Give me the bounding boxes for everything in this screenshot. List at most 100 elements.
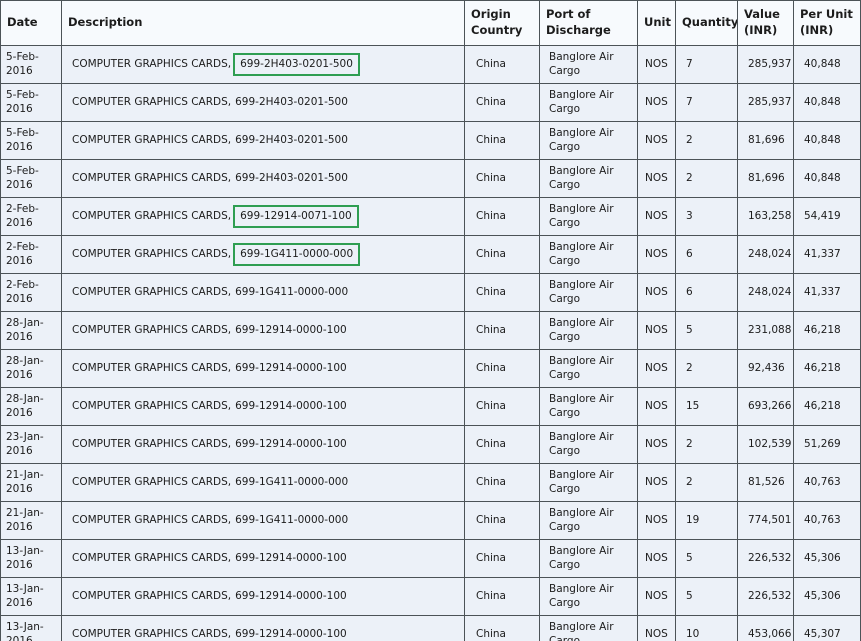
table-row: 21-Jan-2016 COMPUTER GRAPHICS CARDS, 699-…	[0, 501, 861, 540]
table-row: 28-Jan-2016 COMPUTER GRAPHICS CARDS, 699-…	[0, 311, 861, 350]
date-cell: 13-Jan-2016	[0, 577, 62, 616]
description-cell: COMPUTER GRAPHICS CARDS, 699-2H403-0201-5…	[61, 83, 465, 122]
date-cell: 28-Jan-2016	[0, 311, 62, 350]
per-unit-cell: 40,763	[793, 463, 861, 502]
date-cell: 5-Feb-2016	[0, 159, 62, 198]
description-cell: COMPUTER GRAPHICS CARDS, 699-12914-0071-1…	[61, 197, 465, 236]
description-text: COMPUTER GRAPHICS CARDS,	[72, 171, 232, 184]
port-of-discharge-cell: Banglore Air Cargo	[539, 273, 638, 312]
unit-cell: NOS	[637, 311, 676, 350]
description-cell: COMPUTER GRAPHICS CARDS, 699-1G411-0000-0…	[61, 273, 465, 312]
per-unit-cell: 45,306	[793, 539, 861, 578]
unit-cell: NOS	[637, 45, 676, 84]
value-cell: 248,024	[737, 235, 794, 274]
part-number-highlight: 699-1G411-0000-000	[235, 285, 349, 298]
quantity-cell: 6	[675, 273, 738, 312]
quantity-cell: 15	[675, 387, 738, 426]
date-cell: 2-Feb-2016	[0, 273, 62, 312]
description-cell: COMPUTER GRAPHICS CARDS, 699-12914-0000-1…	[61, 577, 465, 616]
date-cell: 23-Jan-2016	[0, 425, 62, 464]
unit-cell: NOS	[637, 349, 676, 388]
per-unit-cell: 45,307	[793, 615, 861, 641]
unit-cell: NOS	[637, 83, 676, 122]
part-number-highlight: 699-2H403-0201-500	[235, 95, 348, 108]
quantity-cell: 2	[675, 425, 738, 464]
description-cell: COMPUTER GRAPHICS CARDS, 699-12914-0000-1…	[61, 425, 465, 464]
origin-country-cell: China	[464, 463, 540, 502]
part-number-highlight: 699-12914-0000-100	[235, 361, 347, 374]
description-text: COMPUTER GRAPHICS CARDS,	[72, 361, 232, 374]
origin-country-cell: China	[464, 615, 540, 641]
description-cell: COMPUTER GRAPHICS CARDS, 699-12914-0000-1…	[61, 615, 465, 641]
origin-country-cell: China	[464, 83, 540, 122]
column-header-value-inr: Value (INR)	[737, 0, 794, 46]
per-unit-cell: 40,848	[793, 159, 861, 198]
part-number-highlight: 699-12914-0000-100	[235, 323, 347, 336]
quantity-cell: 5	[675, 311, 738, 350]
table-row: 2-Feb-2016 COMPUTER GRAPHICS CARDS, 699-1…	[0, 235, 861, 274]
per-unit-cell: 46,218	[793, 311, 861, 350]
unit-cell: NOS	[637, 197, 676, 236]
description-text: COMPUTER GRAPHICS CARDS,	[72, 437, 232, 450]
unit-cell: NOS	[637, 615, 676, 641]
quantity-cell: 5	[675, 577, 738, 616]
quantity-cell: 5	[675, 539, 738, 578]
description-text: COMPUTER GRAPHICS CARDS,	[72, 285, 232, 298]
column-header-unit: Unit	[637, 0, 676, 46]
port-of-discharge-cell: Banglore Air Cargo	[539, 159, 638, 198]
table-row: 5-Feb-2016 COMPUTER GRAPHICS CARDS, 699-2…	[0, 83, 861, 122]
part-number-highlight: 699-12914-0071-100	[233, 204, 359, 229]
table-row: 2-Feb-2016 COMPUTER GRAPHICS CARDS, 699-1…	[0, 273, 861, 312]
description-cell: COMPUTER GRAPHICS CARDS, 699-12914-0000-1…	[61, 539, 465, 578]
value-cell: 226,532	[737, 577, 794, 616]
quantity-cell: 6	[675, 235, 738, 274]
unit-cell: NOS	[637, 539, 676, 578]
description-text: COMPUTER GRAPHICS CARDS,	[72, 589, 232, 602]
table-row: 13-Jan-2016 COMPUTER GRAPHICS CARDS, 699-…	[0, 615, 861, 641]
date-cell: 28-Jan-2016	[0, 387, 62, 426]
table-row: 23-Jan-2016 COMPUTER GRAPHICS CARDS, 699-…	[0, 425, 861, 464]
date-cell: 5-Feb-2016	[0, 83, 62, 122]
description-cell: COMPUTER GRAPHICS CARDS, 699-1G411-0000-0…	[61, 463, 465, 502]
column-header-description: Description	[61, 0, 465, 46]
origin-country-cell: China	[464, 387, 540, 426]
description-text: COMPUTER GRAPHICS CARDS,	[72, 247, 232, 260]
quantity-cell: 2	[675, 121, 738, 160]
value-cell: 774,501	[737, 501, 794, 540]
date-cell: 13-Jan-2016	[0, 539, 62, 578]
unit-cell: NOS	[637, 159, 676, 198]
value-cell: 231,088	[737, 311, 794, 350]
value-cell: 226,532	[737, 539, 794, 578]
table-row: 28-Jan-2016 COMPUTER GRAPHICS CARDS, 699-…	[0, 387, 861, 426]
description-cell: COMPUTER GRAPHICS CARDS, 699-2H403-0201-5…	[61, 159, 465, 198]
origin-country-cell: China	[464, 121, 540, 160]
port-of-discharge-cell: Banglore Air Cargo	[539, 311, 638, 350]
quantity-cell: 2	[675, 349, 738, 388]
table-row: 5-Feb-2016 COMPUTER GRAPHICS CARDS, 699-2…	[0, 45, 861, 84]
description-text: COMPUTER GRAPHICS CARDS,	[72, 513, 232, 526]
port-of-discharge-cell: Banglore Air Cargo	[539, 463, 638, 502]
description-cell: COMPUTER GRAPHICS CARDS, 699-1G411-0000-0…	[61, 235, 465, 274]
description-text: COMPUTER GRAPHICS CARDS,	[72, 323, 232, 336]
table-header-row: Date Description Origin Country Port of …	[0, 0, 861, 46]
description-text: COMPUTER GRAPHICS CARDS,	[72, 551, 232, 564]
description-text: COMPUTER GRAPHICS CARDS,	[72, 133, 232, 146]
table-row: 2-Feb-2016 COMPUTER GRAPHICS CARDS, 699-1…	[0, 197, 861, 236]
part-number-highlight: 699-12914-0000-100	[235, 589, 347, 602]
origin-country-cell: China	[464, 501, 540, 540]
unit-cell: NOS	[637, 387, 676, 426]
origin-country-cell: China	[464, 311, 540, 350]
description-text: COMPUTER GRAPHICS CARDS,	[72, 475, 232, 488]
column-header-port-of-discharge: Port of Discharge	[539, 0, 638, 46]
part-number-highlight: 699-1G411-0000-000	[233, 242, 361, 267]
date-cell: 21-Jan-2016	[0, 501, 62, 540]
per-unit-cell: 46,218	[793, 387, 861, 426]
value-cell: 453,066	[737, 615, 794, 641]
per-unit-cell: 45,306	[793, 577, 861, 616]
description-text: COMPUTER GRAPHICS CARDS,	[72, 209, 232, 222]
origin-country-cell: China	[464, 349, 540, 388]
origin-country-cell: China	[464, 159, 540, 198]
origin-country-cell: China	[464, 273, 540, 312]
unit-cell: NOS	[637, 235, 676, 274]
